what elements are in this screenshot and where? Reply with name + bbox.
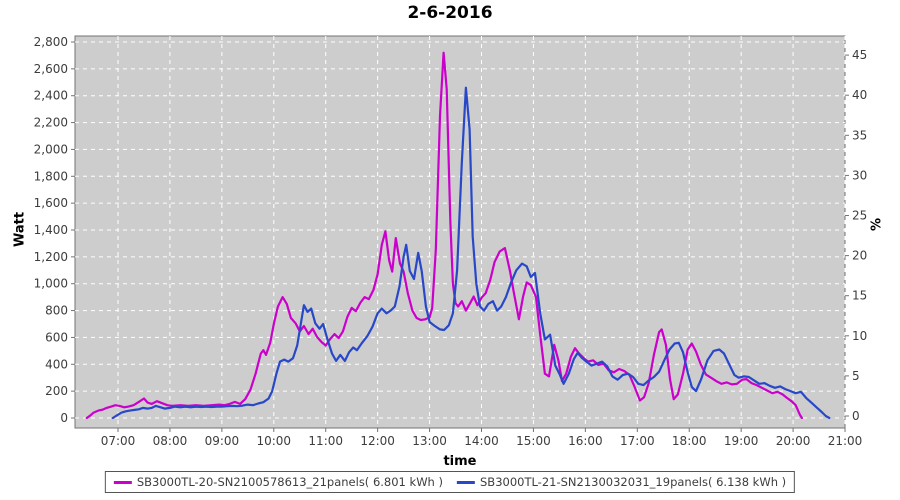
plot-area bbox=[74, 35, 846, 429]
legend-label: SB3000TL-21-SN2130032031_19panels( 6.138… bbox=[480, 475, 787, 489]
x-axis-tick-label: 07:00 bbox=[101, 434, 136, 448]
x-axis-tick-label: 20:00 bbox=[776, 434, 811, 448]
y2-axis-tick-label: 15 bbox=[852, 289, 867, 303]
y-axis-label-left: Watt bbox=[12, 211, 28, 248]
x-axis-tick-label: 09:00 bbox=[205, 434, 240, 448]
legend-line-swatch-magenta bbox=[113, 480, 132, 484]
x-axis-tick-label: 15:00 bbox=[516, 434, 551, 448]
y-axis-tick-label: 600 bbox=[45, 330, 68, 344]
chart-title: 2-6-2016 bbox=[407, 3, 493, 23]
y2-axis-tick-label: 35 bbox=[852, 128, 867, 142]
x-axis-tick-label: 12:00 bbox=[360, 434, 395, 448]
x-axis-tick-label: 19:00 bbox=[724, 434, 759, 448]
x-axis-tick-label: 18:00 bbox=[672, 434, 707, 448]
legend-line-swatch-blue bbox=[457, 480, 475, 484]
y-axis-tick-label: 2,800 bbox=[34, 35, 68, 49]
x-axis-tick-label: 11:00 bbox=[308, 434, 343, 448]
y-axis-tick-label: 1,200 bbox=[34, 250, 68, 264]
y-axis-tick-label: 2,000 bbox=[34, 142, 68, 156]
x-axis-tick-label: 21:00 bbox=[828, 434, 863, 448]
y-axis-tick-label: 200 bbox=[45, 384, 68, 398]
y2-axis-tick-label: 45 bbox=[852, 48, 867, 62]
y-axis-tick-label: 800 bbox=[45, 304, 68, 318]
y2-axis-tick-label: 20 bbox=[852, 249, 867, 263]
y-axis-label-right: % bbox=[869, 217, 885, 232]
x-axis-tick-label: 16:00 bbox=[568, 434, 603, 448]
legend-entry: SB3000TL-21-SN2130032031_19panels( 6.138… bbox=[457, 475, 786, 489]
y-axis-tick-label: 2,200 bbox=[34, 116, 68, 130]
y2-axis-tick-label: 30 bbox=[852, 168, 867, 182]
x-axis-tick-label: 14:00 bbox=[464, 434, 499, 448]
series-line-0 bbox=[85, 51, 804, 420]
y2-axis-tick-label: 0 bbox=[852, 409, 860, 423]
x-axis-tick-label: 08:00 bbox=[153, 434, 188, 448]
x-axis-tick-label: 17:00 bbox=[620, 434, 655, 448]
x-axis-tick-label: 10:00 bbox=[256, 434, 291, 448]
y-axis-tick-label: 400 bbox=[45, 357, 68, 371]
y-axis-tick-label: 2,400 bbox=[34, 89, 68, 103]
y-axis-tick-label: 1,800 bbox=[34, 169, 68, 183]
y2-axis-tick-label: 40 bbox=[852, 88, 867, 102]
y2-axis-tick-label: 5 bbox=[852, 369, 860, 383]
series-line-1 bbox=[111, 86, 831, 420]
chart-legend: SB3000TL-20-SN2100578613_21panels( 6.801… bbox=[104, 471, 796, 493]
legend-label: SB3000TL-20-SN2100578613_21panels( 6.801… bbox=[136, 475, 443, 489]
y-axis-tick-label: 2,600 bbox=[34, 62, 68, 76]
x-axis-label: time bbox=[443, 454, 477, 469]
y-axis-tick-label: 0 bbox=[60, 411, 68, 425]
y2-axis-tick-label: 10 bbox=[852, 329, 867, 343]
x-axis-tick-label: 13:00 bbox=[412, 434, 447, 448]
y2-axis-tick-label: 25 bbox=[852, 209, 867, 223]
y-axis-tick-label: 1,600 bbox=[34, 196, 68, 210]
y-axis-tick-label: 1,000 bbox=[34, 277, 68, 291]
y-axis-tick-label: 1,400 bbox=[34, 223, 68, 237]
legend-entry: SB3000TL-20-SN2100578613_21panels( 6.801… bbox=[113, 475, 443, 489]
